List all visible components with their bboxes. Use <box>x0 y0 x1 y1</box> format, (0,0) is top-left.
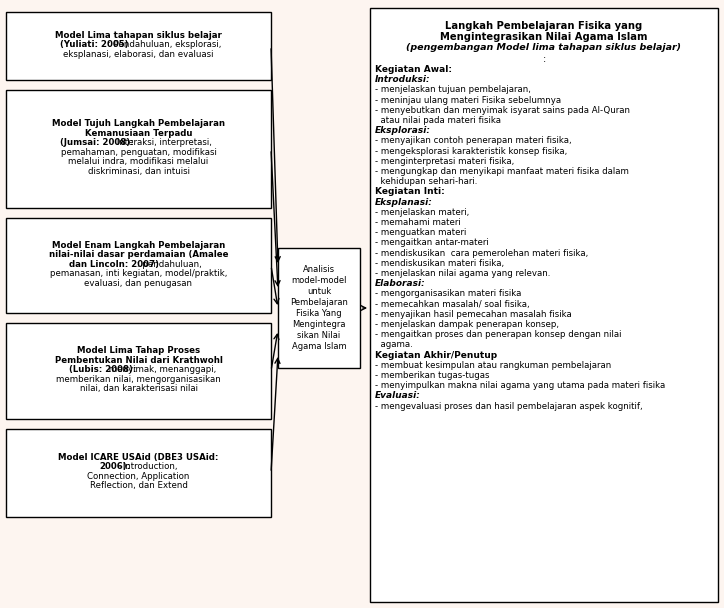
Text: (Lubis: 2008):: (Lubis: 2008): <box>69 365 136 374</box>
Text: Interaksi, interpretasi,: Interaksi, interpretasi, <box>114 139 212 147</box>
Bar <box>370 8 718 602</box>
Bar <box>6 12 271 80</box>
Text: pemahaman, penguatan, modifikasi: pemahaman, penguatan, modifikasi <box>61 148 216 157</box>
Text: kehidupan sehari-hari.: kehidupan sehari-hari. <box>375 177 477 186</box>
Text: nilai, dan karakterisasi nilai: nilai, dan karakterisasi nilai <box>80 384 198 393</box>
Text: - menyajikan contoh penerapan materi fisika,: - menyajikan contoh penerapan materi fis… <box>375 136 572 145</box>
Text: - mendiskusikan materi fisika,: - mendiskusikan materi fisika, <box>375 259 504 268</box>
Text: - mengevaluasi proses dan hasil pembelajaran aspek kognitif,: - mengevaluasi proses dan hasil pembelaj… <box>375 402 643 410</box>
Text: Model Tujuh Langkah Pembelajaran: Model Tujuh Langkah Pembelajaran <box>52 119 225 128</box>
Text: - mengeksplorasi karakteristik konsep fisika,: - mengeksplorasi karakteristik konsep fi… <box>375 147 567 156</box>
Text: Kegiatan Awal:: Kegiatan Awal: <box>375 65 452 74</box>
Text: - memahami materi: - memahami materi <box>375 218 460 227</box>
Text: :: : <box>542 54 546 64</box>
Text: - menguatkan materi: - menguatkan materi <box>375 228 466 237</box>
Text: - menjelaskan tujuan pembelajaran,: - menjelaskan tujuan pembelajaran, <box>375 85 531 94</box>
Text: Introduction,: Introduction, <box>119 462 177 471</box>
Text: - menyimpulkan makna nilai agama yang utama pada materi fisika: - menyimpulkan makna nilai agama yang ut… <box>375 381 665 390</box>
Text: (Yuliati: 2005): (Yuliati: 2005) <box>60 40 131 49</box>
Text: Reflection, dan Extend: Reflection, dan Extend <box>90 482 188 490</box>
Text: Model ICARE USAid (DBE3 USAid:: Model ICARE USAid (DBE3 USAid: <box>59 453 219 462</box>
Text: diskriminasi, dan intuisi: diskriminasi, dan intuisi <box>88 167 190 176</box>
Text: Eksplorasi:: Eksplorasi: <box>375 126 431 135</box>
Bar <box>6 218 271 313</box>
Text: Elaborasi:: Elaborasi: <box>375 279 426 288</box>
Text: - mendiskusikan  cara pemerolehan materi fisika,: - mendiskusikan cara pemerolehan materi … <box>375 249 588 258</box>
Text: Langkah Pembelajaran Fisika yang: Langkah Pembelajaran Fisika yang <box>445 21 643 31</box>
Text: - menyebutkan dan menyimak isyarat sains pada Al-Quran: - menyebutkan dan menyimak isyarat sains… <box>375 106 630 115</box>
Text: evaluasi, dan penugasan: evaluasi, dan penugasan <box>85 278 193 288</box>
Text: - memberikan tugas-tugas: - memberikan tugas-tugas <box>375 371 489 380</box>
Text: Introduksi:: Introduksi: <box>375 75 431 84</box>
Bar <box>278 248 360 368</box>
Text: - mengungkap dan menyikapi manfaat materi fisika dalam: - mengungkap dan menyikapi manfaat mater… <box>375 167 629 176</box>
Text: - menyajikan hasil pemecahan masalah fisika: - menyajikan hasil pemecahan masalah fis… <box>375 310 572 319</box>
Text: Kemanusiaan Terpadu: Kemanusiaan Terpadu <box>85 129 193 138</box>
Text: - mengorganisasikan materi fisika: - mengorganisasikan materi fisika <box>375 289 521 299</box>
Text: - meninjau ulang materi Fisika sebelumnya: - meninjau ulang materi Fisika sebelumny… <box>375 95 561 105</box>
Text: - menjelaskan nilai agama yang relevan.: - menjelaskan nilai agama yang relevan. <box>375 269 550 278</box>
Text: Evaluasi:: Evaluasi: <box>375 392 421 401</box>
Text: - memecahkan masalah/ soal fisika,: - memecahkan masalah/ soal fisika, <box>375 300 530 309</box>
Text: melalui indra, modifikasi melalui: melalui indra, modifikasi melalui <box>68 157 209 167</box>
Text: atau nilai pada materi fisika: atau nilai pada materi fisika <box>375 116 501 125</box>
Text: Pembentukan Nilai dari Krathwohl: Pembentukan Nilai dari Krathwohl <box>54 356 222 365</box>
Text: - menjelaskan dampak penerapan konsep,: - menjelaskan dampak penerapan konsep, <box>375 320 559 329</box>
Text: eksplanasi, elaborasi, dan evaluasi: eksplanasi, elaborasi, dan evaluasi <box>63 50 214 58</box>
Text: agama.: agama. <box>375 340 413 350</box>
Text: - mengaitkan proses dan penerapan konsep dengan nilai: - mengaitkan proses dan penerapan konsep… <box>375 330 621 339</box>
Text: nilai-nilai dasar perdamaian (Amalee: nilai-nilai dasar perdamaian (Amalee <box>49 250 228 259</box>
Text: - membuat kesimpulan atau rangkuman pembelajaran: - membuat kesimpulan atau rangkuman pemb… <box>375 361 611 370</box>
Text: - menginterpretasi materi fisika,: - menginterpretasi materi fisika, <box>375 157 514 166</box>
Text: Analisis
model-model
untuk
Pembelajaran
Fisika Yang
Mengintegra
sikan Nilai
Agam: Analisis model-model untuk Pembelajaran … <box>290 264 348 351</box>
Text: Kegiatan Inti:: Kegiatan Inti: <box>375 187 445 196</box>
Text: - menjelaskan materi,: - menjelaskan materi, <box>375 208 469 217</box>
Text: Kegiatan Akhir/Penutup: Kegiatan Akhir/Penutup <box>375 351 497 359</box>
Text: - mengaitkan antar-materi: - mengaitkan antar-materi <box>375 238 489 247</box>
Text: Model Lima tahapan siklus belajar: Model Lima tahapan siklus belajar <box>55 30 222 40</box>
Text: menyimak, menanggapi,: menyimak, menanggapi, <box>106 365 216 374</box>
Bar <box>6 323 271 419</box>
Bar <box>6 429 271 517</box>
Text: pemanasan, inti kegiatan, model/praktik,: pemanasan, inti kegiatan, model/praktik, <box>50 269 227 278</box>
Text: : pendahuluan,: : pendahuluan, <box>135 260 202 269</box>
Text: Eksplanasi:: Eksplanasi: <box>375 198 433 207</box>
Text: Mengintegrasikan Nilai Agama Islam: Mengintegrasikan Nilai Agama Islam <box>440 32 648 42</box>
Text: (Jumsai: 2008):: (Jumsai: 2008): <box>60 139 134 147</box>
Text: Connection, Application: Connection, Application <box>88 472 190 481</box>
Text: (pengembangan Model lima tahapan siklus belajar): (pengembangan Model lima tahapan siklus … <box>406 43 681 52</box>
Text: 2006):: 2006): <box>100 462 131 471</box>
Text: memberikan nilai, mengorganisasikan: memberikan nilai, mengorganisasikan <box>56 375 221 384</box>
Text: Model Enam Langkah Pembelajaran: Model Enam Langkah Pembelajaran <box>52 241 225 249</box>
Bar <box>6 90 271 208</box>
Text: : Pendahuluan, eksplorasi,: : Pendahuluan, eksplorasi, <box>108 40 222 49</box>
Text: dan Lincoln: 2007): dan Lincoln: 2007) <box>69 260 159 269</box>
Text: Model Lima Tahap Proses: Model Lima Tahap Proses <box>77 346 200 355</box>
